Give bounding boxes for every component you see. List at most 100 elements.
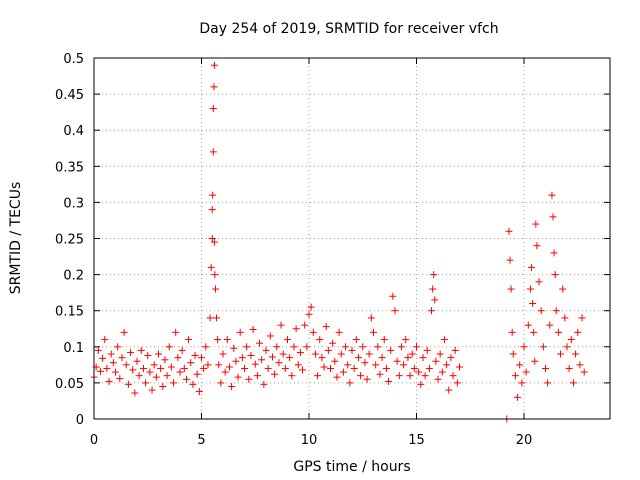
data-point xyxy=(344,361,352,369)
data-point xyxy=(443,361,451,369)
data-point xyxy=(150,361,158,369)
data-point xyxy=(576,361,584,369)
data-point xyxy=(243,343,251,351)
y-tick-label: 0.25 xyxy=(55,233,84,248)
data-point xyxy=(408,350,416,358)
data-point xyxy=(178,346,186,354)
y-tick-label: 0.45 xyxy=(55,88,84,103)
data-point xyxy=(363,375,371,383)
data-point xyxy=(449,372,457,380)
data-point xyxy=(421,372,429,380)
data-point xyxy=(438,368,446,376)
data-point xyxy=(567,336,575,344)
data-point xyxy=(155,350,162,358)
data-point xyxy=(391,307,399,315)
data-point xyxy=(532,220,540,228)
data-point xyxy=(456,363,463,371)
data-point xyxy=(337,350,345,358)
data-point xyxy=(395,372,403,380)
data-point xyxy=(406,372,414,380)
data-point xyxy=(202,343,210,351)
data-point xyxy=(146,368,154,376)
data-point xyxy=(354,354,362,362)
data-point xyxy=(101,336,109,344)
data-point xyxy=(529,299,537,307)
data-point xyxy=(423,346,431,354)
data-point xyxy=(208,206,216,214)
data-point xyxy=(333,373,341,381)
data-point xyxy=(182,375,190,383)
data-point xyxy=(137,346,145,354)
data-point xyxy=(574,328,582,336)
data-point xyxy=(163,372,171,380)
data-point xyxy=(170,379,178,387)
data-point xyxy=(546,321,554,329)
y-tick-label: 0.5 xyxy=(63,52,84,67)
data-point xyxy=(142,379,150,387)
data-point xyxy=(507,285,515,293)
data-point xyxy=(122,361,130,369)
data-point xyxy=(322,323,330,331)
data-point xyxy=(359,343,367,351)
data-point xyxy=(542,364,549,372)
data-point xyxy=(234,373,242,381)
data-point xyxy=(445,386,453,394)
data-point xyxy=(211,271,219,279)
data-point xyxy=(376,370,384,378)
data-point xyxy=(514,393,522,401)
y-tick-label: 0 xyxy=(76,413,84,428)
data-point xyxy=(348,346,356,354)
data-point xyxy=(520,343,528,351)
data-point xyxy=(372,361,380,369)
data-point xyxy=(116,375,124,383)
x-tick-label: 20 xyxy=(516,433,533,448)
data-points xyxy=(90,61,588,423)
data-point xyxy=(425,364,433,372)
data-point xyxy=(518,379,526,387)
data-point xyxy=(378,354,386,362)
data-point xyxy=(230,344,238,352)
data-point xyxy=(320,363,328,371)
data-point xyxy=(533,242,541,250)
data-point xyxy=(129,366,137,374)
y-tick-label: 0.1 xyxy=(63,341,84,356)
data-point xyxy=(193,370,201,378)
data-point xyxy=(206,314,214,322)
data-point xyxy=(219,350,227,358)
data-point xyxy=(428,307,436,315)
data-point xyxy=(253,372,261,380)
data-point xyxy=(434,375,442,383)
data-point xyxy=(551,271,559,279)
data-point xyxy=(563,343,571,351)
data-point xyxy=(187,359,195,367)
data-point xyxy=(284,336,291,344)
data-point xyxy=(294,361,302,369)
data-point xyxy=(346,379,354,387)
data-point xyxy=(296,349,304,357)
data-point xyxy=(561,314,569,322)
data-point xyxy=(210,238,218,246)
data-point xyxy=(505,227,513,235)
data-point xyxy=(524,321,532,329)
data-point xyxy=(236,328,244,336)
data-point xyxy=(314,372,322,380)
x-tick-label: 0 xyxy=(90,433,98,448)
x-axis-label: GPS time / hours xyxy=(293,459,410,475)
data-point xyxy=(185,336,193,344)
data-point xyxy=(174,354,182,362)
data-point xyxy=(264,364,272,372)
data-point xyxy=(133,357,141,365)
data-point xyxy=(139,364,147,372)
data-point xyxy=(397,343,405,351)
data-point xyxy=(572,350,580,358)
data-point xyxy=(225,363,233,371)
data-point xyxy=(245,375,253,383)
data-point xyxy=(299,366,307,374)
data-point xyxy=(124,380,132,388)
data-point xyxy=(214,336,222,344)
data-point xyxy=(530,328,538,336)
data-point xyxy=(549,213,557,221)
data-point xyxy=(522,368,530,376)
data-point xyxy=(223,336,231,344)
